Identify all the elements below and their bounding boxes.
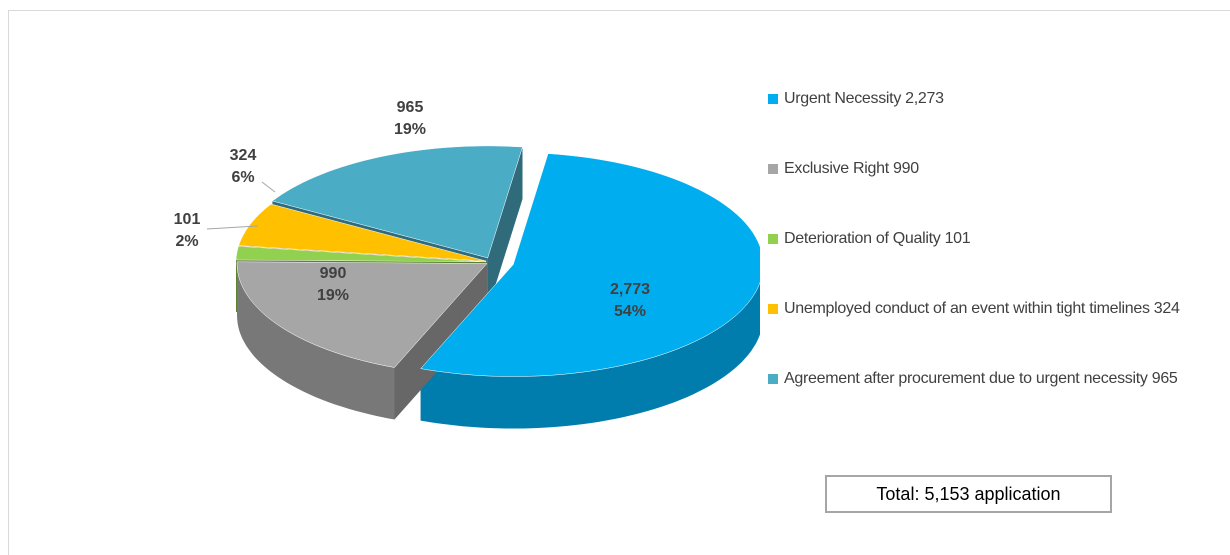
legend-label: Urgent Necessity 2,273 xyxy=(784,90,944,107)
legend-item: Deterioration of Quality 101 xyxy=(768,228,1218,298)
data-label: 990 xyxy=(320,265,347,282)
legend-label: Exclusive Right 990 xyxy=(784,160,919,177)
legend-label: Unemployed conduct of an event within ti… xyxy=(784,300,1180,317)
slice xyxy=(420,153,760,377)
data-label: 324 xyxy=(230,147,257,164)
slice-side xyxy=(420,282,760,429)
legend-item: Exclusive Right 990 xyxy=(768,158,1218,228)
percent-label: 54% xyxy=(614,303,646,320)
total-box: Total: 5,153 application xyxy=(825,475,1112,513)
slice xyxy=(235,246,487,263)
slice xyxy=(238,203,487,262)
legend-swatch xyxy=(768,94,778,104)
percent-label: 2% xyxy=(175,233,198,250)
leader-line xyxy=(261,181,276,193)
legend-item: Unemployed conduct of an event within ti… xyxy=(768,298,1218,368)
slice xyxy=(271,145,523,259)
data-label: 965 xyxy=(397,99,424,116)
legend-swatch xyxy=(768,304,778,314)
data-label: 101 xyxy=(174,211,201,228)
data-label: 2,773 xyxy=(610,281,650,298)
slice xyxy=(236,261,488,368)
pie xyxy=(235,145,760,429)
chart: 2,773 54% 990 19% 101 2% 324 6% 965 19% xyxy=(174,99,760,429)
slice-side xyxy=(237,263,395,420)
legend-item: Urgent Necessity 2,273 xyxy=(768,88,1218,158)
frame xyxy=(8,10,1230,555)
legend: Urgent Necessity 2,273 Exclusive Right 99… xyxy=(768,88,1218,438)
legend-label: Deterioration of Quality 101 xyxy=(784,230,971,247)
percent-label: 6% xyxy=(231,169,254,186)
legend-swatch xyxy=(768,234,778,244)
legend-swatch xyxy=(768,374,778,384)
percent-label: 19% xyxy=(394,121,426,138)
leader-line xyxy=(206,225,259,230)
percent-label: 19% xyxy=(317,287,349,304)
legend-swatch xyxy=(768,164,778,174)
slice-face xyxy=(487,147,523,310)
legend-item: Agreement after procurement due to urgen… xyxy=(768,368,1218,438)
legend-label: Agreement after procurement due to urgen… xyxy=(784,370,1178,387)
